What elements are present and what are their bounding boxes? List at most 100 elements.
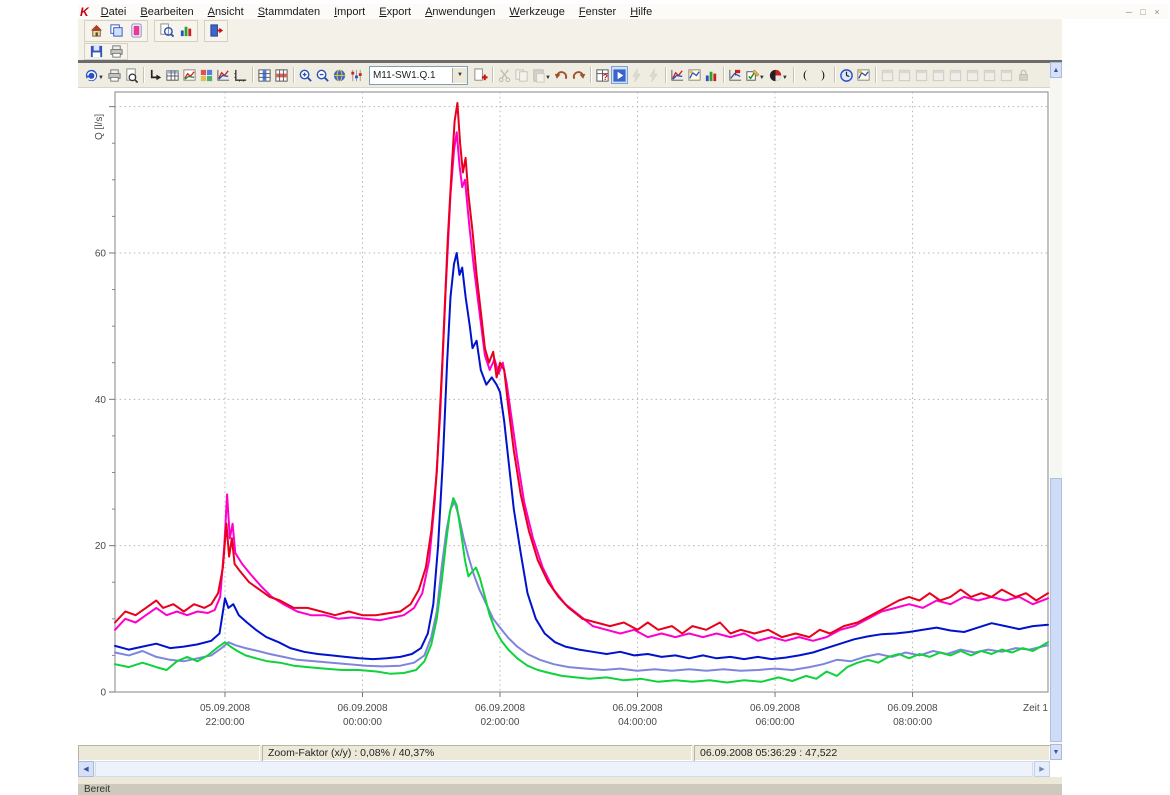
menu-bar: K Datei Bearbeiten Ansicht Stammdaten Import… [78,4,1168,19]
chart-axes-icon[interactable] [232,66,249,84]
window-copy-icon[interactable] [106,22,126,40]
dropdown-caret-icon[interactable]: ▼ [98,75,104,81]
scroll-left-icon[interactable]: ◀ [78,761,94,777]
data-panel-icon[interactable] [126,22,146,40]
svg-text:06.09.2008: 06.09.2008 [750,703,800,714]
table-column-icon[interactable] [256,66,273,84]
window-arrange-icon[interactable] [981,66,998,84]
app-logo-icon: K [80,4,89,19]
zoom-out-icon[interactable] [314,66,331,84]
add-series-icon[interactable] [472,66,489,84]
exit-icon[interactable] [206,22,226,40]
window-arrange-icon[interactable] [913,66,930,84]
series-periwinkle [114,500,1049,672]
minimize-icon[interactable]: ─ [1125,6,1133,17]
status-zoom-factor: Zoom-Faktor (x/y) : 0,08% / 40,37% [262,745,692,761]
menu-item-export[interactable]: Export [379,5,412,18]
home-icon[interactable] [86,22,106,40]
edit-mode-icon[interactable] [610,66,628,84]
copy-icon[interactable] [513,66,530,84]
zoom-in-icon[interactable] [297,66,314,84]
save-icon[interactable] [86,42,106,60]
horizontal-scrollbar[interactable]: ◀ ▶ [78,761,1050,777]
chart-export-icon[interactable] [855,66,872,84]
menu-item-import[interactable]: Import [334,5,366,18]
chart-plot-area[interactable]: 0 20 40 60 05.09.2008 22:00:00 06.09.2008 00:00… [78,88,1050,745]
search-document-icon[interactable] [156,22,176,40]
vertical-scroll-thumb[interactable] [1050,478,1062,742]
dropdown-caret-icon[interactable]: ▼ [781,75,788,81]
svg-text:20: 20 [95,541,107,552]
time-icon[interactable] [838,66,855,84]
chart-quadrant-icon[interactable] [198,66,215,84]
timeseries-chart[interactable]: 0 20 40 60 05.09.2008 22:00:00 06.09.2008 00:00… [78,88,1050,745]
window-arrange-icon[interactable] [998,66,1015,84]
bar-chart-icon[interactable] [176,22,196,40]
svg-text:Q [l/s]: Q [l/s] [94,114,105,140]
restore-icon[interactable]: □ [1140,6,1146,17]
table-row-icon[interactable] [273,66,290,84]
cut-icon[interactable] [496,66,513,84]
window-arrange-icon[interactable] [896,66,913,84]
menu-item-bearbeiten[interactable]: Bearbeiten [140,5,194,18]
vertical-scrollbar[interactable]: ▲ ▼ [1050,62,1062,760]
prev-interval-icon[interactable] [797,66,814,84]
toolbar-group [154,19,198,42]
ready-status-text: Bereit [84,784,111,795]
series-combobox[interactable]: M11-SW1.Q.1 ▼ [368,65,468,85]
chart-multicolor-icon[interactable] [181,66,198,84]
svg-text:Zeit 1: Zeit 1 [1023,703,1048,714]
series-combobox-value[interactable]: M11-SW1.Q.1 [372,69,436,81]
print-chart-icon[interactable] [106,66,123,84]
print-icon[interactable] [106,42,126,60]
redo-icon[interactable] [570,66,587,84]
dropdown-caret-icon[interactable]: ▼ [544,75,551,81]
axis-corner-icon[interactable] [147,66,164,84]
validate-icon[interactable] [744,66,761,84]
scroll-right-icon[interactable]: ▶ [1034,761,1050,777]
nav-refresh-icon[interactable] [83,66,100,84]
toolbar-group [84,19,148,42]
zoom-fit-icon[interactable] [331,66,348,84]
print-preview-icon[interactable] [123,66,140,84]
toolbar-separator [292,67,294,83]
dropdown-caret-icon[interactable]: ▼ [758,75,765,81]
close-icon[interactable]: × [1154,6,1160,17]
undo-icon[interactable] [553,66,570,84]
window-arrange-icon[interactable] [930,66,947,84]
menu-item-fenster[interactable]: Fenster [578,5,617,18]
chart-lines-icon[interactable] [215,66,232,84]
combobox-dropdown-icon[interactable]: ▼ [451,67,467,83]
menu-item-hilfe[interactable]: Hilfe [630,5,653,18]
lock-icon[interactable] [1015,66,1032,84]
recalc-all-icon[interactable] [645,66,662,84]
table-query-icon[interactable]: ? [594,66,611,84]
graph-bars-icon[interactable] [703,66,720,84]
paste-icon[interactable] [530,66,547,84]
menu-item-datei[interactable]: Datei [100,5,127,18]
pie-icon[interactable] [767,66,784,84]
horizontal-scroll-thumb[interactable] [95,761,1033,777]
window-arrange-icon[interactable] [947,66,964,84]
menu-item-anwendungen[interactable]: Anwendungen [425,5,496,18]
scale-settings-icon[interactable] [348,66,365,84]
graph-frame-icon[interactable] [686,66,703,84]
scroll-down-icon[interactable]: ▼ [1050,744,1062,760]
menu-item-ansicht[interactable]: Ansicht [207,5,244,18]
scroll-up-icon[interactable]: ▲ [1050,62,1062,78]
status-cursor-position: 06.09.2008 05:36:29 : 47,522 [694,745,1050,761]
graph-lines-icon[interactable] [669,66,686,84]
window-arrange-icon[interactable] [964,66,981,84]
next-interval-icon[interactable] [814,66,831,84]
window-arrange-icon[interactable] [879,66,896,84]
graph-flag-icon[interactable] [727,66,744,84]
recalc-icon[interactable] [628,66,645,84]
menu-item-stammdaten[interactable]: Stammdaten [257,5,321,18]
toolbar-separator [589,67,591,83]
menu-item-werkzeuge[interactable]: Werkzeuge [509,5,565,18]
menu-items: Datei Bearbeiten Ansicht Stammdaten Import Ex… [94,6,660,18]
series-red [114,102,1049,639]
svg-text:0: 0 [100,688,106,699]
series-magenta [114,131,1049,642]
table-grid-icon[interactable] [164,66,181,84]
